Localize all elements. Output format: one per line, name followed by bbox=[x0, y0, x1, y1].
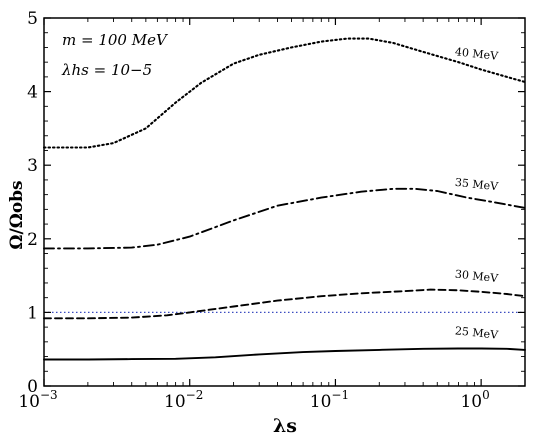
series-line-35-mev bbox=[43, 187, 526, 250]
series-line-40-mev bbox=[42, 37, 527, 149]
plot-frame bbox=[43, 17, 526, 387]
annotation-coupling: λhs = 10−5 bbox=[61, 61, 152, 79]
x-tick-label: 10−2 bbox=[164, 388, 203, 412]
series-label: 25 MeV bbox=[454, 324, 499, 342]
y-tick-label: 2 bbox=[27, 230, 38, 250]
y-axis-label: Ω/Ωobs bbox=[7, 180, 27, 249]
x-tick-label: 100 bbox=[460, 388, 489, 412]
y-tick-label: 1 bbox=[27, 303, 38, 323]
series-label: 35 MeV bbox=[454, 176, 499, 194]
series-line-25-mev bbox=[43, 347, 526, 361]
y-tick-label: 3 bbox=[27, 156, 38, 176]
y-tick-label: 4 bbox=[27, 83, 38, 103]
series-label: 40 MeV bbox=[454, 45, 499, 63]
series-label: 30 MeV bbox=[454, 268, 499, 286]
annotation-mass: m = 100 MeV bbox=[62, 31, 169, 49]
x-tick-label: 10−1 bbox=[310, 388, 349, 412]
y-tick-label: 0 bbox=[27, 377, 38, 397]
x-tick-label: 10−3 bbox=[18, 388, 57, 412]
x-axis-label: λs bbox=[273, 415, 297, 437]
series-line-30-mev bbox=[43, 288, 526, 320]
y-tick-label: 5 bbox=[27, 9, 38, 29]
